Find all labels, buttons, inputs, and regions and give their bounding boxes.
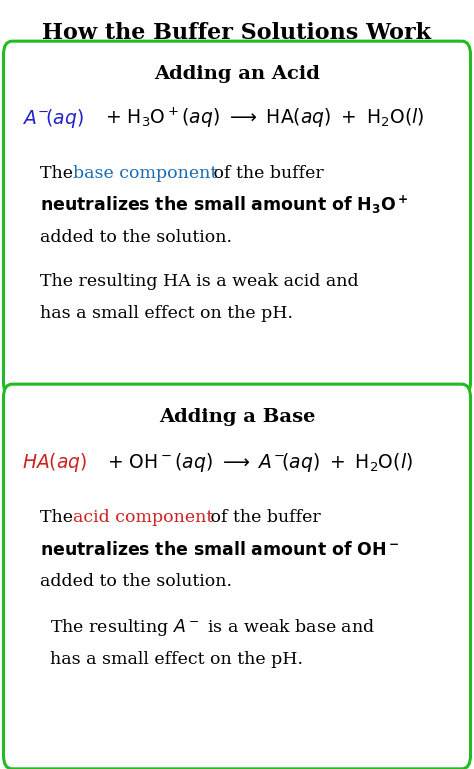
Text: $+\ \mathrm{H_3O^+}(\mathit{aq})\ \longrightarrow\ \mathrm{HA}(\mathit{aq})\ +\ : $+\ \mathrm{H_3O^+}(\mathit{aq})\ \longr… (105, 106, 424, 130)
Text: of the buffer: of the buffer (208, 165, 324, 181)
Text: Adding a Base: Adding a Base (159, 408, 315, 426)
Text: acid component: acid component (73, 510, 213, 527)
Text: of the buffer: of the buffer (205, 510, 321, 527)
Text: The: The (40, 510, 79, 527)
Text: The resulting HA is a weak acid and: The resulting HA is a weak acid and (40, 274, 359, 291)
FancyBboxPatch shape (3, 42, 471, 396)
Text: added to the solution.: added to the solution. (40, 228, 232, 245)
Text: added to the solution.: added to the solution. (40, 574, 232, 591)
Text: has a small effect on the pH.: has a small effect on the pH. (50, 651, 303, 668)
Text: $\mathit{A^{-}\!(aq)}$: $\mathit{A^{-}\!(aq)}$ (22, 106, 84, 129)
Text: base component: base component (73, 165, 217, 181)
Text: The: The (40, 165, 79, 181)
Text: $\mathbf{neutralizes\ the\ small\ amount\ of\ OH^-}$: $\mathbf{neutralizes\ the\ small\ amount… (40, 541, 399, 559)
Text: $+\ \mathrm{OH^-}(\mathit{aq})\ \longrightarrow\ \mathit{A^{-}\!(aq)}\ +\ \mathr: $+\ \mathrm{OH^-}(\mathit{aq})\ \longrig… (107, 451, 413, 474)
Text: Adding an Acid: Adding an Acid (154, 65, 320, 83)
Text: The resulting $A^-$ is a weak base and: The resulting $A^-$ is a weak base and (50, 618, 375, 638)
Text: How the Buffer Solutions Work: How the Buffer Solutions Work (43, 22, 431, 44)
Text: has a small effect on the pH.: has a small effect on the pH. (40, 305, 293, 322)
FancyBboxPatch shape (3, 384, 471, 769)
Text: $\mathbf{neutralizes\ the\ small\ amount\ of\ H_3O^+}$: $\mathbf{neutralizes\ the\ small\ amount… (40, 194, 408, 216)
Text: $\mathit{HA(aq)}$: $\mathit{HA(aq)}$ (22, 451, 87, 474)
